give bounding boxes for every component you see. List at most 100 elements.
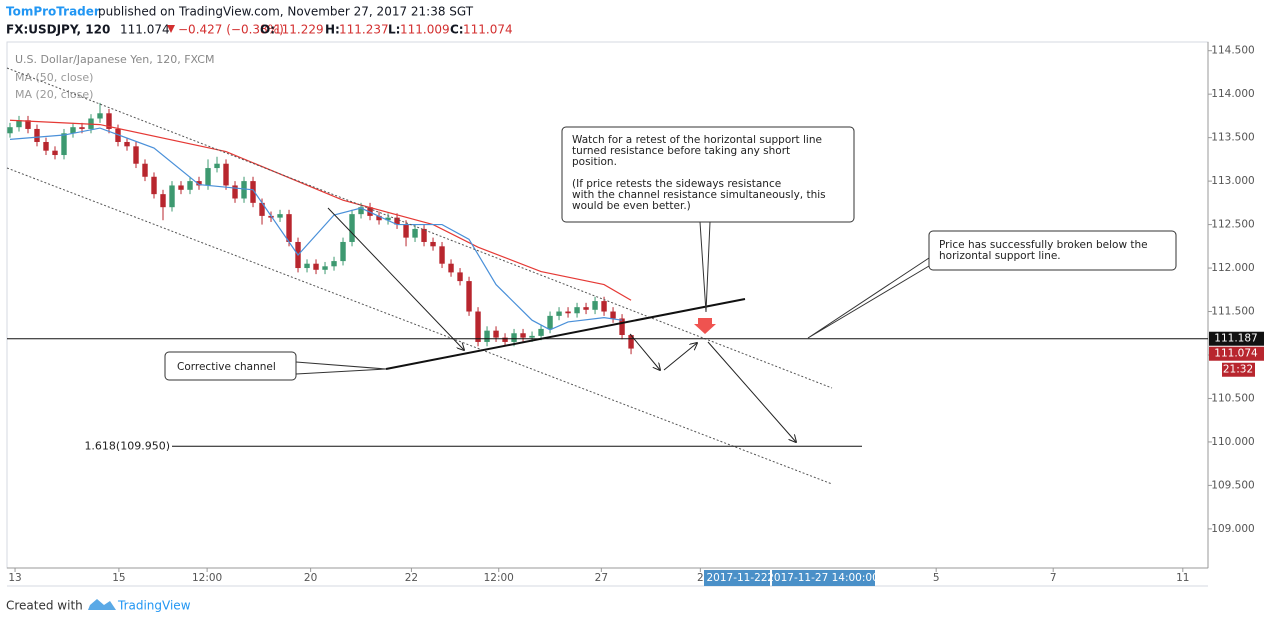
price-tag-label: 111.187	[1214, 333, 1257, 345]
candle-body	[223, 163, 229, 186]
crosshair-label: 2017-11-22	[706, 572, 767, 584]
candle-body	[214, 163, 220, 169]
candle-body	[403, 224, 409, 238]
candle-body	[7, 127, 13, 134]
candle-body	[457, 272, 463, 282]
crosshair-label: 2017-11-27 14:00:00	[767, 572, 879, 584]
candle-body	[340, 241, 346, 262]
candle-body	[160, 194, 166, 208]
crosshair-tag	[704, 570, 770, 586]
candle-body	[592, 301, 598, 310]
x-tick-label: 5	[933, 572, 940, 584]
l-label: L:	[388, 23, 400, 37]
candle-body	[601, 301, 607, 312]
candle-body	[583, 307, 589, 310]
countdown-label: 21:32	[1223, 364, 1253, 376]
candle-body	[34, 128, 40, 142]
candle-body	[79, 127, 85, 129]
callout-text: (If price retests the sideways resistanc…	[572, 178, 781, 190]
candle-body	[304, 263, 310, 269]
candle-body	[169, 185, 175, 208]
candle-body	[241, 181, 247, 199]
x-tick-label: 27	[595, 572, 608, 584]
callout-text: horizontal support line.	[939, 250, 1061, 262]
h-value: 111.237	[339, 23, 389, 37]
candle-body	[520, 333, 526, 338]
y-tick-label: 112.500	[1211, 219, 1254, 231]
brand[interactable]: TradingView	[117, 599, 191, 613]
channel-lower	[6, 167, 833, 485]
candle-body	[52, 150, 58, 156]
c-value: 111.074	[463, 23, 513, 37]
candle-body	[421, 228, 427, 242]
candle-body	[358, 207, 364, 215]
y-tick-label: 113.500	[1211, 132, 1254, 144]
callout-box	[164, 351, 297, 381]
marks-layer	[7, 102, 634, 355]
last-price: 111.074	[120, 23, 170, 37]
candle-body	[412, 228, 418, 238]
candle-body	[142, 163, 148, 177]
candle-body	[124, 141, 130, 147]
down-arrow-icon	[694, 318, 716, 334]
candle-body	[565, 311, 571, 314]
candle-body	[259, 202, 265, 216]
arrow	[707, 341, 796, 442]
callout-text: would be even better.)	[572, 200, 691, 212]
x-tick-label: 7	[1050, 572, 1057, 584]
candle-body	[313, 263, 319, 270]
published: published on TradingView.com, November 2…	[98, 5, 474, 19]
o-value: 111.229	[274, 23, 324, 37]
candle-body	[493, 330, 499, 338]
x-tick-label: 11	[1176, 572, 1189, 584]
x-tick-label: 12:00	[192, 572, 222, 584]
candle-body	[115, 128, 121, 142]
candle-body	[349, 214, 355, 242]
fib-label: 1.618(109.950)	[84, 439, 170, 452]
candle-body	[97, 113, 103, 119]
arrow	[327, 207, 464, 350]
moving-average	[9, 127, 623, 331]
x-tick-label: 12:00	[484, 572, 514, 584]
y-tick-label: 111.500	[1211, 306, 1254, 318]
countdown-tag	[1222, 362, 1255, 377]
candle-body	[286, 214, 292, 242]
l-value: 111.009	[400, 23, 450, 37]
candle-body	[196, 181, 202, 186]
candle-body	[466, 281, 472, 312]
chart-title: U.S. Dollar/Japanese Yen, 120, FXCM	[15, 53, 214, 66]
y-tick-label: 110.000	[1211, 436, 1254, 448]
candle-body	[178, 185, 184, 190]
arrow	[629, 333, 660, 370]
price-tag	[1209, 331, 1264, 346]
candle-body	[448, 263, 454, 273]
x-tick-label: 2	[697, 572, 704, 584]
callout-pointer	[295, 361, 387, 375]
x-tick-label: 15	[112, 572, 125, 584]
candle-body	[619, 318, 625, 335]
callout-text: Price has successfully broken below the	[939, 239, 1148, 251]
candle-body	[133, 146, 139, 164]
candle-body	[322, 266, 328, 270]
candle-body	[43, 141, 49, 151]
candle-body	[610, 311, 616, 319]
change: −0.427 (−0.38%)	[178, 23, 284, 37]
last-price-label: 111.074	[1214, 348, 1258, 360]
legend-ma20: MA (20, close)	[15, 88, 93, 101]
last-price-tag	[1209, 346, 1264, 361]
author[interactable]: TomProTrader	[6, 5, 100, 19]
callout-text: Watch for a retest of the horizontal sup…	[572, 134, 822, 146]
candle-body	[331, 261, 337, 267]
y-tick-label: 114.500	[1211, 45, 1254, 57]
callout-text: Corrective channel	[177, 361, 276, 373]
symbol: FX:USDJPY, 120	[6, 23, 110, 37]
callout-pointer	[807, 257, 930, 339]
candle-body	[16, 120, 22, 128]
x-tick-label: 20	[304, 572, 317, 584]
candle-body	[556, 311, 562, 316]
candle-body	[574, 307, 580, 314]
candle-body	[538, 328, 544, 336]
created-with: Created with	[6, 599, 83, 613]
candle-body	[250, 181, 256, 203]
